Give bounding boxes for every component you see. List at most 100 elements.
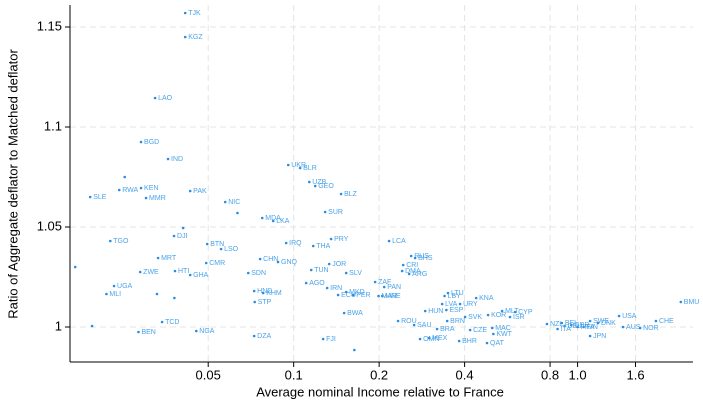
point — [138, 270, 142, 274]
point-label: THA — [316, 243, 330, 250]
point — [440, 302, 444, 306]
x-tick-label: 0.2 — [370, 367, 388, 382]
point — [342, 311, 346, 315]
point — [474, 296, 478, 300]
point — [156, 256, 160, 260]
point — [679, 300, 683, 304]
point-label: UGA — [117, 283, 132, 290]
point — [445, 308, 448, 312]
point-label: GNQ — [281, 259, 298, 266]
point-label: LKA — [276, 218, 290, 225]
x-tick-label: 0.4 — [456, 367, 474, 382]
point — [112, 284, 116, 288]
point — [617, 314, 621, 318]
point — [304, 281, 308, 285]
point — [205, 242, 209, 246]
point — [387, 239, 391, 243]
point-label: BLZ — [344, 191, 358, 198]
point — [500, 309, 504, 313]
point — [485, 341, 489, 345]
point-label: JPN — [593, 333, 606, 340]
x-tick-label: 1.0 — [569, 367, 587, 382]
point-label: PAN — [387, 284, 401, 291]
point — [276, 260, 280, 264]
point — [486, 313, 490, 317]
point-label: DNK — [601, 320, 616, 327]
point — [545, 322, 549, 326]
point — [563, 324, 566, 328]
point — [323, 210, 327, 214]
point-label: FIN — [587, 324, 598, 331]
point — [492, 332, 495, 336]
point — [223, 200, 227, 204]
point — [117, 188, 121, 192]
point-label: SAU — [417, 322, 431, 329]
point — [382, 285, 386, 289]
point-label: KWT — [496, 331, 512, 338]
point-label: IRN — [330, 285, 342, 292]
point — [582, 325, 585, 329]
point-label: TGO — [113, 238, 129, 245]
point — [427, 336, 431, 340]
point — [409, 254, 413, 258]
point — [654, 319, 658, 323]
point-label: DZA — [257, 333, 271, 340]
point — [373, 280, 377, 284]
point-label: JOR — [332, 261, 346, 268]
point-label: BMU — [684, 299, 700, 306]
point-label: KOR — [491, 312, 506, 319]
point-label: ITA — [561, 326, 572, 333]
point-label: BGD — [144, 139, 159, 146]
point-label: OMN — [423, 336, 439, 343]
point-label: MAC — [495, 325, 511, 332]
point — [219, 247, 223, 251]
point — [253, 300, 256, 304]
point — [246, 271, 250, 275]
point-label: ISR — [513, 314, 525, 321]
point — [160, 320, 164, 324]
point — [137, 330, 140, 334]
point-label: MRT — [161, 255, 177, 262]
x-axis-title: Average nominal Income relative to Franc… — [256, 384, 504, 399]
point — [309, 268, 313, 272]
point — [252, 289, 256, 293]
y-tick-label: 1.15 — [37, 18, 62, 33]
point — [490, 326, 494, 330]
point — [195, 329, 198, 333]
point-label: GHA — [193, 272, 209, 279]
point-label: NIC — [228, 199, 240, 206]
point — [457, 339, 461, 343]
point-label: NOR — [643, 325, 659, 332]
point-label: CMR — [209, 260, 225, 267]
point-label: BRA — [440, 326, 455, 333]
point-label: DEU — [568, 323, 583, 330]
point — [556, 327, 559, 331]
point — [458, 302, 462, 306]
point-label: KEN — [144, 185, 158, 192]
point-label: CRI — [406, 262, 418, 269]
point-label: QAT — [490, 340, 505, 347]
point-label: SUR — [328, 209, 343, 216]
point — [351, 293, 355, 297]
point — [90, 324, 94, 328]
point-label: SDN — [251, 270, 266, 277]
point-label: FJI — [326, 336, 336, 343]
point — [344, 271, 348, 275]
point-label: MAR — [382, 293, 398, 300]
point — [336, 293, 340, 297]
x-tick-label: 0.1 — [285, 367, 303, 382]
point — [271, 219, 275, 223]
point-label: UZB — [312, 179, 326, 186]
point — [445, 319, 449, 323]
point — [298, 166, 302, 170]
y-tick-label: 1.05 — [37, 218, 62, 233]
point — [377, 294, 380, 298]
point — [313, 184, 317, 188]
point — [172, 234, 176, 238]
point — [188, 189, 192, 193]
point-label: PER — [356, 292, 370, 299]
point-label: TCD — [165, 319, 179, 326]
point — [236, 211, 239, 215]
point-label: BEN — [141, 329, 155, 336]
